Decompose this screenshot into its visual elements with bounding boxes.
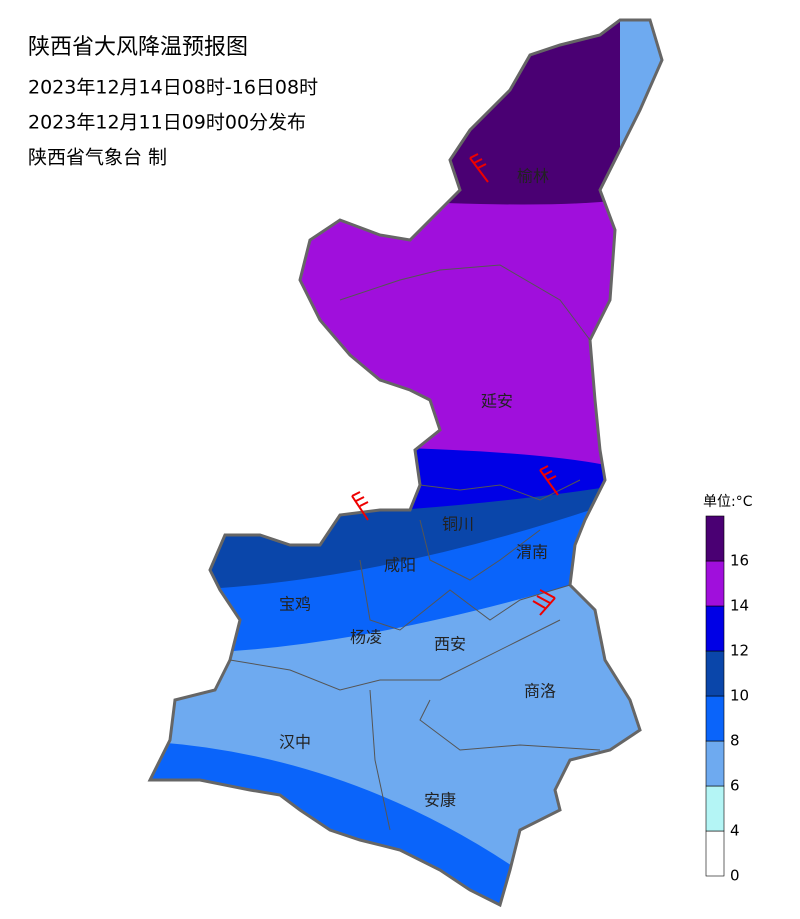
period: 2023年12月14日08时-16日08时	[28, 77, 318, 99]
legend-label: 12	[730, 642, 749, 660]
legend-label: 16	[730, 552, 749, 570]
legend-swatch	[705, 740, 725, 787]
legend-swatch	[705, 830, 725, 877]
legend-swatch	[705, 695, 725, 742]
issuer: 陕西省气象台 制	[28, 147, 167, 169]
city-label: 宝鸡	[279, 595, 311, 614]
city-label: 汉中	[279, 733, 311, 752]
city-borders	[229, 264, 601, 831]
city-label: 西安	[434, 635, 466, 654]
city-label: 商洛	[524, 682, 556, 701]
title: 陕西省大风降温预报图	[28, 35, 248, 60]
city-label: 延安	[481, 392, 513, 411]
city-label: 渭南	[516, 543, 548, 562]
legend-title: 单位:°C	[703, 494, 753, 510]
legend-label: 10	[730, 687, 749, 705]
legend-swatch	[705, 650, 725, 697]
city-label: 咸阳	[384, 556, 416, 575]
issued: 2023年12月11日09时00分发布	[28, 112, 306, 134]
legend-swatch	[705, 515, 725, 562]
map-fill	[150, 20, 662, 905]
legend-label: 6	[730, 777, 740, 795]
city-label: 安康	[424, 791, 456, 810]
wind-barbs	[351, 153, 559, 616]
city-label: 铜川	[442, 515, 474, 534]
legend-label: 4	[730, 822, 740, 840]
legend-swatch	[705, 785, 725, 832]
province-border	[147, 18, 664, 908]
city-label: 杨凌	[350, 628, 382, 647]
legend-label: 8	[730, 732, 740, 750]
legend-label: 0	[730, 867, 740, 885]
legend-label: 14	[730, 597, 749, 615]
city-label: 榆林	[517, 167, 549, 186]
legend-swatch	[705, 605, 725, 652]
legend: 0 4 6 8 10 12 14 16	[705, 515, 749, 885]
legend-swatch	[705, 560, 725, 607]
